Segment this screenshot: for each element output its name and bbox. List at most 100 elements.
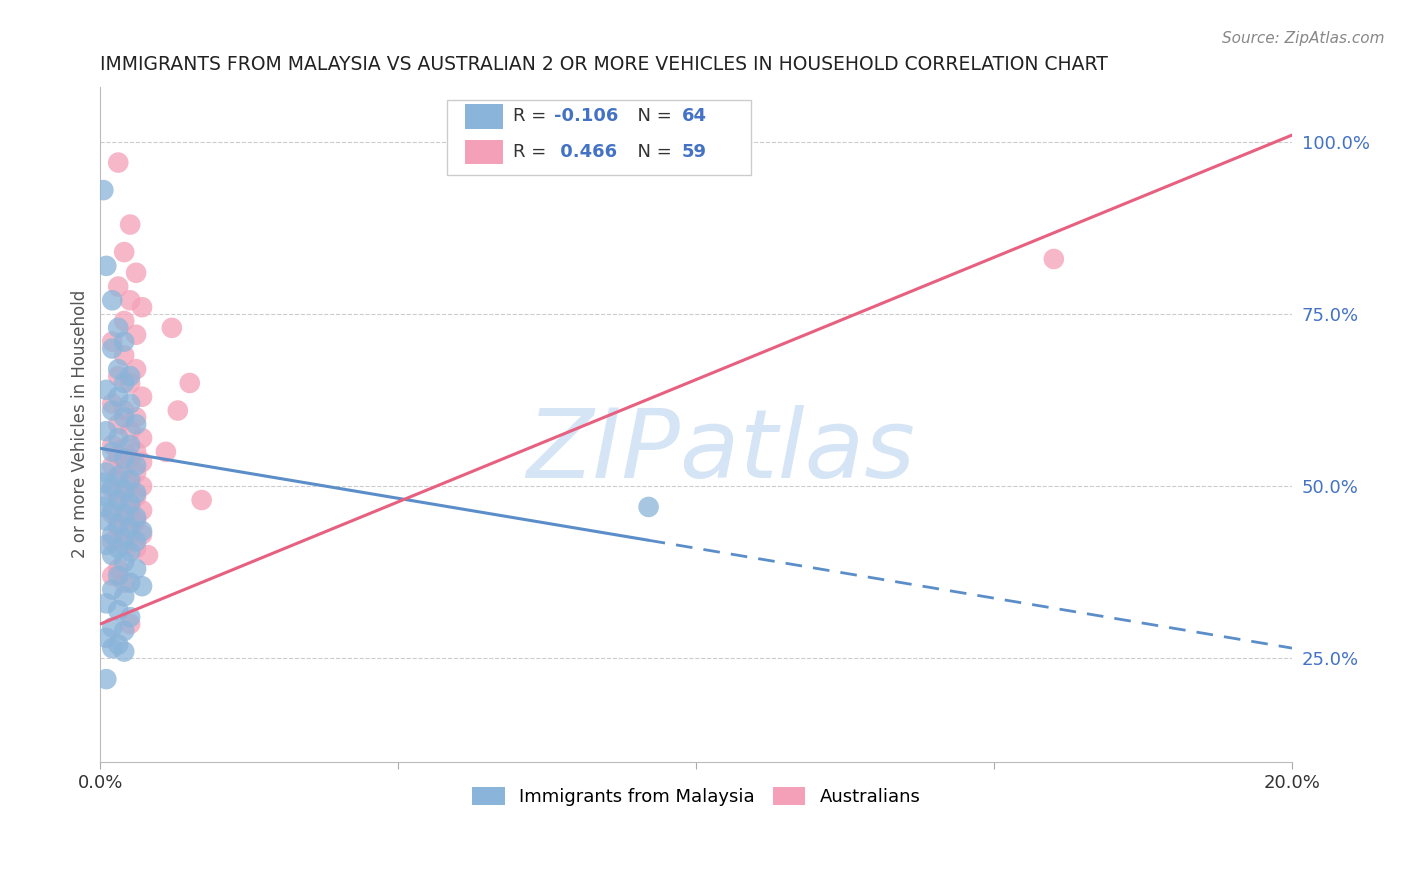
Point bbox=[120, 218, 142, 232]
Point bbox=[112, 507, 135, 521]
Text: R =: R = bbox=[513, 143, 551, 161]
Point bbox=[120, 496, 142, 510]
Point bbox=[131, 390, 153, 404]
Point bbox=[96, 631, 118, 645]
Point bbox=[96, 538, 118, 552]
Point bbox=[96, 672, 118, 686]
Point bbox=[120, 451, 142, 466]
Point bbox=[125, 445, 148, 459]
Point bbox=[112, 624, 135, 638]
Point bbox=[107, 493, 129, 508]
Point bbox=[96, 596, 118, 610]
Point bbox=[112, 410, 135, 425]
Point bbox=[125, 327, 148, 342]
Text: R =: R = bbox=[513, 107, 551, 125]
Point bbox=[107, 362, 129, 376]
Point bbox=[107, 448, 129, 462]
Point bbox=[120, 369, 142, 384]
Point bbox=[91, 183, 114, 197]
Point bbox=[120, 610, 142, 624]
Point bbox=[125, 510, 148, 524]
Point bbox=[125, 541, 148, 556]
Point bbox=[96, 424, 118, 438]
Point bbox=[112, 486, 135, 500]
Y-axis label: 2 or more Vehicles in Household: 2 or more Vehicles in Household bbox=[72, 290, 89, 558]
Point bbox=[120, 617, 142, 632]
Point bbox=[125, 562, 148, 576]
Point bbox=[101, 458, 124, 473]
Point bbox=[131, 524, 153, 538]
Point bbox=[120, 524, 142, 538]
Point bbox=[1043, 252, 1066, 266]
Text: -0.106: -0.106 bbox=[554, 107, 619, 125]
Point bbox=[101, 582, 124, 597]
Point bbox=[125, 362, 148, 376]
Point bbox=[107, 541, 129, 556]
Point bbox=[120, 545, 142, 559]
Point bbox=[101, 503, 124, 517]
Text: N =: N = bbox=[626, 107, 678, 125]
Point bbox=[131, 455, 153, 469]
Point bbox=[125, 534, 148, 549]
Point bbox=[125, 458, 148, 473]
Point bbox=[112, 314, 135, 328]
Point bbox=[131, 479, 153, 493]
Point bbox=[136, 548, 159, 562]
Point bbox=[120, 438, 142, 452]
Point bbox=[112, 376, 135, 390]
Point bbox=[160, 321, 183, 335]
Point bbox=[107, 155, 129, 169]
Point bbox=[107, 279, 129, 293]
Point bbox=[107, 569, 129, 583]
Point bbox=[112, 644, 135, 658]
Point bbox=[112, 348, 135, 362]
Point bbox=[120, 472, 142, 486]
Point bbox=[107, 369, 129, 384]
Point bbox=[96, 383, 118, 397]
Point bbox=[179, 376, 201, 390]
Point bbox=[101, 527, 124, 541]
FancyBboxPatch shape bbox=[465, 140, 503, 164]
Point bbox=[101, 334, 124, 349]
Point bbox=[125, 466, 148, 480]
Point bbox=[112, 403, 135, 417]
Point bbox=[112, 462, 135, 476]
Point bbox=[107, 469, 129, 483]
Point bbox=[96, 514, 118, 528]
Point bbox=[107, 517, 129, 532]
Point bbox=[125, 417, 148, 432]
Text: 59: 59 bbox=[682, 143, 707, 161]
Point bbox=[91, 500, 114, 514]
Point bbox=[112, 483, 135, 497]
Point bbox=[120, 575, 142, 590]
Point bbox=[107, 603, 129, 617]
Point bbox=[120, 424, 142, 438]
Point bbox=[637, 500, 659, 514]
Point bbox=[112, 442, 135, 456]
Point bbox=[101, 445, 124, 459]
Point bbox=[125, 490, 148, 504]
Point bbox=[125, 410, 148, 425]
Point bbox=[107, 417, 129, 432]
Point bbox=[107, 431, 129, 445]
Point bbox=[112, 531, 135, 545]
Point bbox=[120, 520, 142, 534]
Point bbox=[125, 486, 148, 500]
Point bbox=[101, 548, 124, 562]
Point bbox=[107, 321, 129, 335]
Point bbox=[120, 293, 142, 308]
Point bbox=[131, 503, 153, 517]
Point bbox=[125, 266, 148, 280]
Point bbox=[101, 342, 124, 356]
Point bbox=[112, 334, 135, 349]
Point bbox=[112, 245, 135, 260]
Point bbox=[112, 538, 135, 552]
Point bbox=[91, 475, 114, 490]
Point bbox=[190, 493, 212, 508]
Point bbox=[131, 431, 153, 445]
Point bbox=[101, 534, 124, 549]
Text: N =: N = bbox=[626, 143, 678, 161]
Point bbox=[101, 569, 124, 583]
Point bbox=[101, 641, 124, 656]
Point bbox=[112, 575, 135, 590]
